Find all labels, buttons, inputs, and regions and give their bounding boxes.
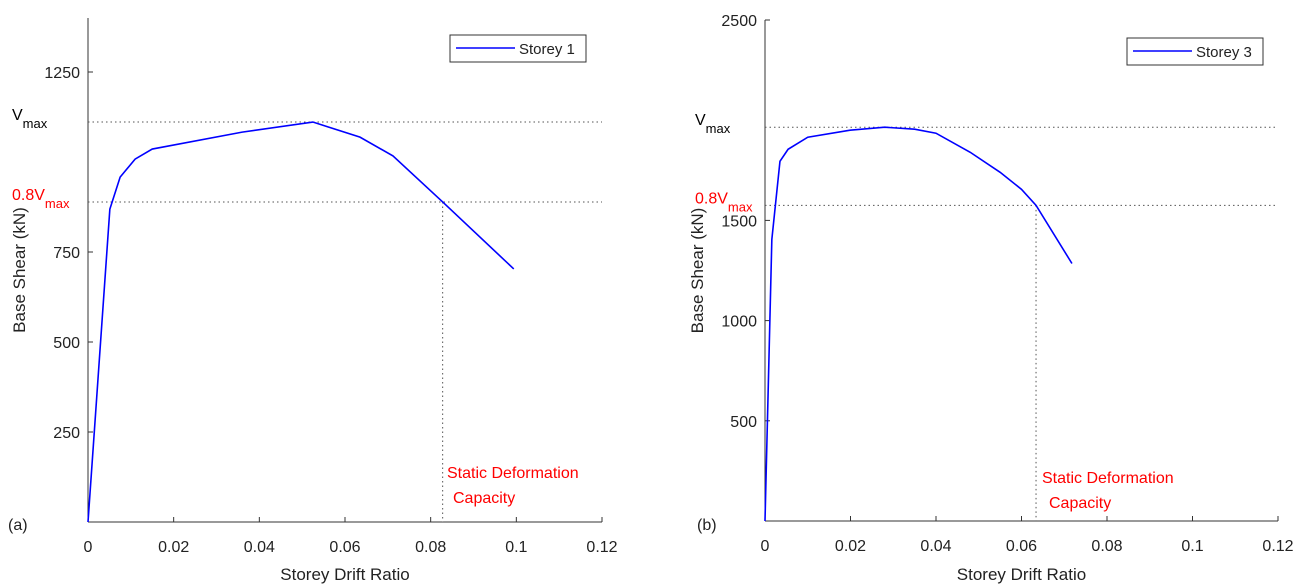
- panel-label: (b): [697, 517, 717, 534]
- y-tick-label: 750: [53, 245, 80, 262]
- x-tick-label: 0.02: [158, 539, 189, 556]
- capacity-label: Static Deformation: [1042, 470, 1174, 487]
- data-line: [764, 126, 1073, 522]
- x-tick-label: 0.08: [415, 539, 446, 556]
- y-tick-label: 2500: [721, 13, 757, 30]
- subplot: 0 0.02 0.04 0.06 0.08 0.1 0.12 500 1000 1500 2500 S…: [688, 13, 1294, 584]
- label-main: V: [12, 107, 23, 124]
- label-sub: max: [23, 116, 48, 131]
- x-tick-label: 0.06: [329, 539, 360, 556]
- x-tick-label: 0.06: [1006, 538, 1037, 555]
- y-tick-label: 500: [53, 335, 80, 352]
- x-tick-label: 0.04: [920, 538, 951, 555]
- y-tick-label: 1250: [44, 65, 80, 82]
- x-tick-label: 0: [84, 539, 93, 556]
- subplot: 0 0.02 0.04 0.06 0.08 0.1 0.12 250 500 750 1250 Sto…: [8, 18, 618, 584]
- x-tick-label: 0.1: [505, 539, 527, 556]
- label-sub: max: [45, 196, 70, 211]
- x-tick-label: 0.04: [244, 539, 275, 556]
- legend-label: Storey 3: [1196, 44, 1252, 61]
- reference-label: 0.8Vmax: [695, 190, 753, 214]
- reference-label: Vmax: [12, 107, 48, 131]
- y-axis-label: Base Shear (kN): [688, 208, 707, 334]
- reference-label: 0.8Vmax: [12, 187, 70, 211]
- legend-label: Storey 1: [519, 41, 575, 58]
- y-tick-label: 500: [730, 414, 757, 431]
- capacity-label: Capacity: [453, 490, 515, 507]
- x-tick-label: 0.08: [1091, 538, 1122, 555]
- x-tick-label: 0.12: [586, 539, 617, 556]
- y-tick-label: 250: [53, 425, 80, 442]
- label-main: 0.8V: [12, 187, 45, 204]
- label-sub: max: [706, 121, 731, 136]
- panel-label: (a): [8, 517, 28, 534]
- x-axis-label: Storey Drift Ratio: [957, 565, 1086, 584]
- x-tick-label: 0.1: [1181, 538, 1203, 555]
- label-sub: max: [728, 199, 753, 214]
- y-tick-label: 1500: [721, 213, 757, 230]
- y-axis-label: Base Shear (kN): [10, 207, 29, 333]
- data-line: [87, 121, 515, 523]
- x-tick-label: 0: [761, 538, 770, 555]
- label-main: V: [695, 112, 706, 129]
- reference-label: Vmax: [695, 112, 731, 136]
- capacity-label: Capacity: [1049, 495, 1111, 512]
- label-main: 0.8V: [695, 190, 728, 207]
- x-tick-label: 0.12: [1262, 538, 1293, 555]
- x-tick-label: 0.02: [835, 538, 866, 555]
- x-axis-label: Storey Drift Ratio: [280, 565, 409, 584]
- capacity-label: Static Deformation: [447, 465, 579, 482]
- y-tick-label: 1000: [721, 314, 757, 331]
- legend-box: [449, 34, 587, 63]
